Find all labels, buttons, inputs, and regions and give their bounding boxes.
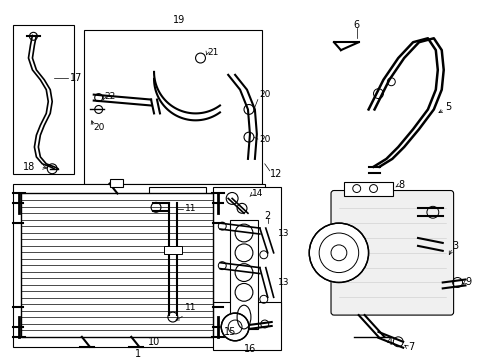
- Text: 5: 5: [445, 103, 451, 112]
- Text: 7: 7: [408, 342, 415, 352]
- Text: 3: 3: [453, 241, 459, 251]
- Text: 14: 14: [252, 189, 263, 198]
- Text: 10: 10: [148, 337, 160, 347]
- Text: 4: 4: [387, 337, 392, 347]
- Circle shape: [309, 223, 368, 283]
- Text: 6: 6: [354, 21, 360, 30]
- Text: 20: 20: [260, 90, 271, 99]
- Text: 17: 17: [70, 73, 82, 83]
- FancyBboxPatch shape: [331, 190, 454, 315]
- Bar: [13, 184, 265, 347]
- Text: 20: 20: [260, 135, 271, 144]
- Text: 20: 20: [94, 123, 105, 132]
- Bar: [213, 186, 281, 320]
- Text: 21: 21: [207, 48, 219, 57]
- Bar: [84, 30, 262, 184]
- Bar: [230, 220, 258, 329]
- Bar: [164, 246, 182, 254]
- Text: 13: 13: [278, 229, 289, 238]
- Bar: [149, 186, 206, 333]
- Text: 18: 18: [23, 162, 35, 172]
- Bar: [110, 179, 123, 186]
- Ellipse shape: [237, 305, 251, 329]
- Text: 11: 11: [185, 303, 196, 312]
- Text: 22: 22: [104, 92, 116, 101]
- Bar: [213, 302, 281, 350]
- Text: 9: 9: [466, 278, 471, 288]
- Text: 16: 16: [244, 344, 256, 354]
- Text: 12: 12: [270, 169, 282, 179]
- Bar: [13, 26, 74, 174]
- Text: 19: 19: [172, 15, 185, 26]
- Bar: [226, 213, 264, 337]
- Bar: [344, 182, 393, 197]
- Text: 1: 1: [135, 348, 141, 359]
- Text: 13: 13: [278, 278, 289, 287]
- Text: 8: 8: [398, 180, 404, 190]
- Circle shape: [221, 313, 249, 341]
- Text: 2: 2: [265, 211, 271, 221]
- Text: 11: 11: [185, 204, 196, 213]
- Text: 15: 15: [224, 327, 236, 337]
- Bar: [21, 193, 213, 337]
